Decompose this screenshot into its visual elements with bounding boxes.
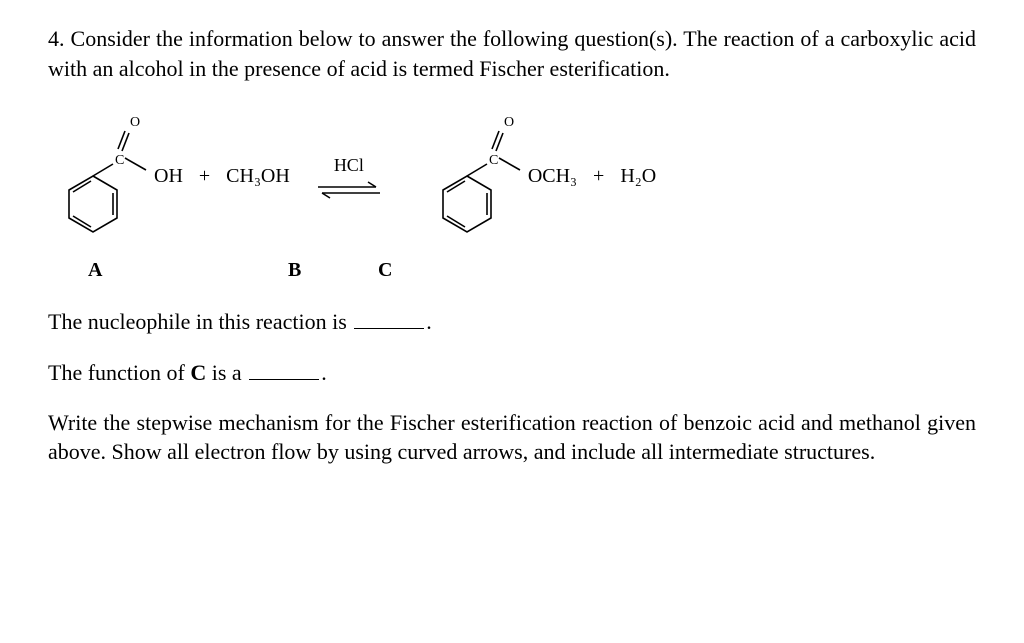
product-a-structure: O C bbox=[432, 116, 522, 236]
fillin2-mid: is a bbox=[206, 360, 247, 385]
label-a: A bbox=[88, 257, 288, 284]
fill-in-line-2: The function of C is a . bbox=[48, 357, 976, 388]
plus-1: + bbox=[199, 163, 210, 190]
benzoic-acid-svg: O C bbox=[58, 116, 158, 246]
label-c: C bbox=[378, 257, 392, 284]
plus-2: + bbox=[593, 163, 604, 190]
product-b: H₂O bbox=[620, 163, 656, 190]
label-b: B bbox=[288, 257, 378, 284]
reaction-scheme: O C OH + CH₃OH HCl bbox=[58, 101, 976, 251]
reactant-b: CH₃OH bbox=[226, 163, 290, 190]
carbonyl-o-label-prod: O bbox=[504, 116, 514, 130]
product-a-och3: OCH₃ bbox=[528, 163, 577, 190]
fill-in-line-1: The nucleophile in this reaction is . bbox=[48, 306, 976, 337]
fillin2-pre: The function of bbox=[48, 360, 190, 385]
blank-1[interactable] bbox=[354, 306, 424, 329]
carbon-label-prod: C bbox=[489, 153, 498, 168]
equilibrium-arrows-icon bbox=[314, 180, 384, 200]
catalyst-arrow: HCl bbox=[314, 153, 384, 200]
compound-labels: A B C bbox=[88, 257, 976, 284]
fillin1-post: . bbox=[426, 309, 432, 334]
carbon-label: C bbox=[115, 153, 124, 168]
blank-2[interactable] bbox=[249, 357, 319, 380]
question-text: Consider the information below to answer… bbox=[48, 26, 976, 81]
mechanism-prompt: Write the stepwise mechanism for the Fis… bbox=[48, 408, 976, 467]
fillin2-post: . bbox=[321, 360, 327, 385]
question-number: 4. bbox=[48, 26, 65, 51]
fillin1-pre: The nucleophile in this reaction is bbox=[48, 309, 352, 334]
methyl-benzoate-svg: O C bbox=[432, 116, 532, 246]
fillin2-bold: C bbox=[190, 360, 206, 385]
question-page: 4. Consider the information below to ans… bbox=[0, 0, 1024, 491]
catalyst-label: HCl bbox=[334, 153, 364, 178]
question-prompt: 4. Consider the information below to ans… bbox=[48, 24, 976, 83]
reactant-a-structure: O C bbox=[58, 116, 148, 236]
reactant-a-oh: OH bbox=[154, 163, 183, 190]
carbonyl-o-label: O bbox=[130, 116, 140, 130]
